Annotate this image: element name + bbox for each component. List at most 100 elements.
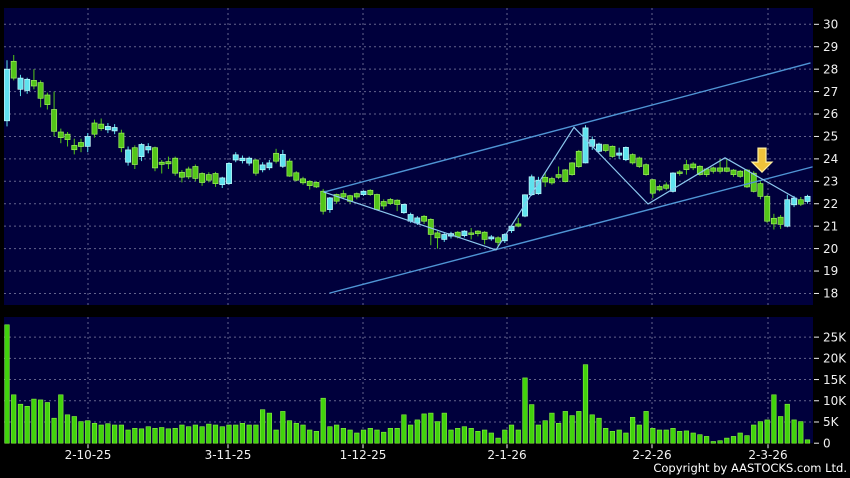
candle	[172, 157, 179, 174]
volume-bar	[51, 417, 57, 444]
candle	[353, 193, 360, 198]
chart-panels	[4, 8, 813, 444]
volume-bar	[448, 429, 454, 444]
candle	[690, 163, 697, 169]
volume-bar	[562, 411, 568, 444]
candle	[495, 237, 502, 243]
candle	[333, 194, 340, 202]
volume-bar	[64, 414, 71, 444]
candlesticks	[4, 55, 811, 249]
volume-bar	[434, 421, 441, 444]
candle	[777, 216, 784, 225]
candle	[562, 169, 569, 182]
volume-bar	[118, 424, 124, 444]
volume-bar	[165, 428, 172, 444]
volume-axis-label: 0	[823, 436, 831, 450]
candle	[582, 127, 589, 164]
candle	[84, 136, 91, 147]
volume-bar	[582, 364, 589, 444]
candle	[696, 165, 703, 175]
volume-bar	[273, 429, 279, 444]
volume-bar	[710, 441, 716, 444]
candle	[64, 133, 71, 140]
volume-bar	[616, 429, 622, 444]
candle	[481, 231, 488, 240]
candle	[252, 159, 259, 174]
price-axis-label: 29	[823, 40, 838, 54]
volume-bar	[589, 414, 595, 444]
volume-bar	[239, 422, 246, 444]
candle	[17, 77, 24, 90]
candle	[797, 199, 804, 205]
volume-bar	[44, 402, 50, 444]
candle	[770, 217, 777, 225]
candle	[199, 173, 206, 183]
candle	[488, 236, 495, 240]
candle	[710, 167, 717, 172]
volume-bar	[643, 411, 649, 444]
volume-bar	[609, 430, 615, 444]
candle	[643, 164, 650, 175]
candle	[185, 168, 192, 178]
candle	[306, 180, 313, 186]
candle	[37, 82, 44, 99]
candle	[91, 122, 98, 135]
volume-bar	[78, 421, 84, 444]
volume-axis-label: 25K	[823, 330, 847, 344]
volume-bar	[515, 429, 521, 444]
volume-bar	[253, 424, 259, 444]
volume-bar	[777, 416, 784, 444]
candle	[730, 169, 737, 175]
volume-bar	[683, 430, 689, 444]
candle	[30, 80, 37, 87]
copyright-text: Copyright by AASTOCKS.com Ltd.	[653, 461, 847, 475]
volume-bar	[320, 397, 326, 444]
volume-bar	[441, 412, 447, 444]
volume-bar	[333, 424, 340, 444]
volume-axis-label: 10K	[823, 394, 847, 408]
volume-bar	[428, 412, 434, 444]
candle	[616, 152, 623, 156]
candle	[723, 167, 730, 172]
candle	[589, 139, 596, 147]
date-axis-label: 3-11-25	[205, 448, 252, 462]
candle	[78, 142, 84, 147]
candle	[784, 199, 791, 227]
volume-bar	[212, 424, 219, 444]
volume-bar	[703, 436, 710, 444]
candle	[158, 161, 165, 165]
volume-bar	[421, 413, 427, 444]
volume-bar	[751, 424, 757, 444]
volume-bar	[159, 427, 165, 444]
down-arrow	[750, 147, 774, 173]
volume-bar	[663, 429, 669, 444]
candle	[596, 143, 602, 152]
candle	[259, 164, 266, 171]
price-axis-label: 21	[823, 219, 838, 233]
candle	[232, 154, 239, 161]
candle	[165, 161, 172, 165]
candle	[178, 171, 185, 178]
volume-axis-label: 5K	[823, 415, 840, 429]
volume-bar	[280, 411, 286, 444]
candle	[313, 182, 320, 188]
volume-bar	[656, 429, 663, 444]
volume-bar	[670, 427, 676, 444]
candle	[461, 230, 468, 236]
volume-bar	[138, 428, 145, 444]
candle	[791, 197, 798, 206]
volume-bar	[374, 429, 380, 444]
volume-bar	[91, 422, 98, 444]
candle	[145, 146, 152, 151]
volume-bar	[199, 426, 205, 444]
volume-bar	[529, 404, 535, 444]
volume-bar	[360, 429, 367, 444]
volume-bar	[744, 435, 750, 444]
price-axis-label: 23	[823, 175, 838, 189]
volume-bar	[206, 423, 212, 444]
date-axis-label: 1-12-25	[340, 448, 387, 462]
candle	[394, 199, 401, 205]
candle	[266, 162, 273, 169]
down-arrow-icon	[750, 147, 774, 173]
